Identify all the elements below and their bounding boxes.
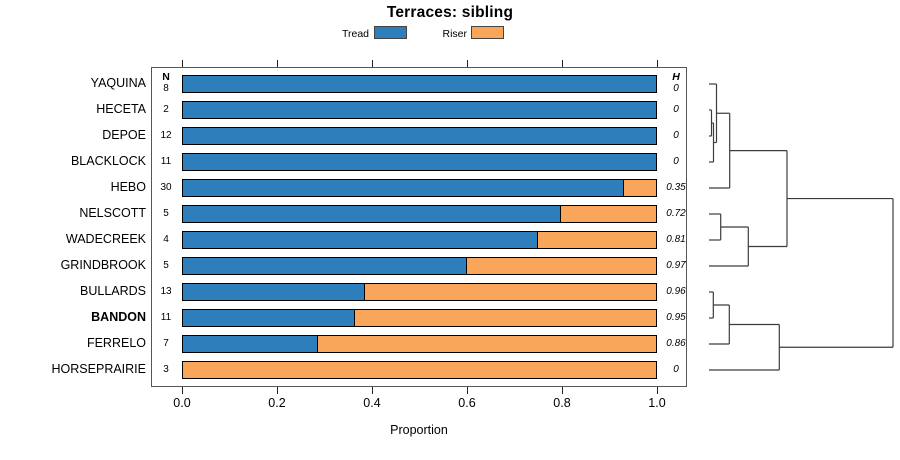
tread-segment [183,232,538,248]
x-axis-tick-top [561,60,563,67]
n-value: 13 [160,286,172,297]
x-axis-tick-bottom [656,387,658,394]
x-axis-tick-bottom [561,387,563,394]
h-value: 0.96 [666,286,686,297]
stacked-bar [182,153,657,171]
x-axis-tick-label: 1.0 [648,396,666,410]
tread-segment [183,206,562,222]
x-axis-tick-label: 0.6 [458,396,476,410]
legend-swatch-tread [374,26,407,39]
category-label: BULLARDS [80,284,146,298]
x-axis-tick-bottom [181,387,183,394]
h-value: 0.86 [666,338,686,349]
h-value: 0 [673,104,679,115]
category-label: FERRELO [86,336,146,350]
category-label: HORSEPRAIRIE [51,362,146,376]
n-value: 11 [160,312,172,323]
category-label: DEPOE [102,128,146,142]
stacked-bar [182,283,657,301]
stacked-bar [182,179,657,197]
tread-segment [183,258,467,274]
category-label: BLACKLOCK [70,154,146,168]
stacked-bar [182,309,657,327]
n-value: 12 [160,130,172,141]
tread-segment [183,310,356,326]
category-label: YAQUINA [90,76,146,90]
n-value: 3 [163,364,169,375]
x-axis-tick-top [466,60,468,67]
chart-title: Terraces: sibling [386,4,514,21]
h-value: 0 [673,83,679,94]
h-value: 0 [673,364,679,375]
h-value: 0.95 [666,312,686,323]
x-axis-tick-top [656,60,658,67]
legend-swatch-riser [471,26,504,39]
category-label: GRINDBROOK [60,258,146,272]
category-label: HECETA [96,102,146,116]
category-label: NELSCOTT [79,206,146,220]
category-label: BANDON [91,310,146,324]
stacked-bar [182,335,657,353]
stacked-bar [182,231,657,249]
h-value: 0.97 [666,260,686,271]
n-value: 4 [163,234,169,245]
x-axis-tick-bottom [371,387,373,394]
n-value: 5 [163,260,169,271]
h-value: 0.35 [666,182,686,193]
x-axis-tick-bottom [276,387,278,394]
h-value: 0 [673,130,679,141]
x-axis-tick-top [276,60,278,67]
x-axis-tick-label: 0.8 [553,396,571,410]
tread-segment [183,180,625,196]
h-value: 0.72 [666,208,686,219]
n-value: 7 [163,338,169,349]
tread-segment [183,284,366,300]
h-value: 0.81 [666,234,686,245]
h-column-header: H [672,71,680,83]
x-axis-tick-label: 0.0 [173,396,191,410]
x-axis-title: Proportion [390,423,448,437]
legend-label-tread: Tread [341,28,369,40]
category-label: HEBO [110,180,146,194]
n-column-header: N [162,71,170,83]
stacked-bar [182,205,657,223]
stacked-bar [182,127,657,145]
x-axis-tick-label: 0.2 [268,396,286,410]
n-value: 8 [163,83,169,94]
stacked-bar [182,257,657,275]
n-value: 5 [163,208,169,219]
legend-label-riser: Riser [442,28,467,40]
n-value: 2 [163,104,169,115]
n-value: 30 [160,182,172,193]
category-label: WADECREEK [65,232,146,246]
n-value: 11 [160,156,172,167]
stacked-bar [182,361,657,379]
stacked-bar [182,75,657,93]
h-value: 0 [673,156,679,167]
dendrogram [709,83,894,371]
x-axis-tick-top [181,60,183,67]
x-axis-tick-top [371,60,373,67]
tread-segment [183,336,319,352]
x-axis-tick-bottom [466,387,468,394]
x-axis-tick-label: 0.4 [363,396,381,410]
plot-box [151,67,687,387]
stacked-bar [182,101,657,119]
